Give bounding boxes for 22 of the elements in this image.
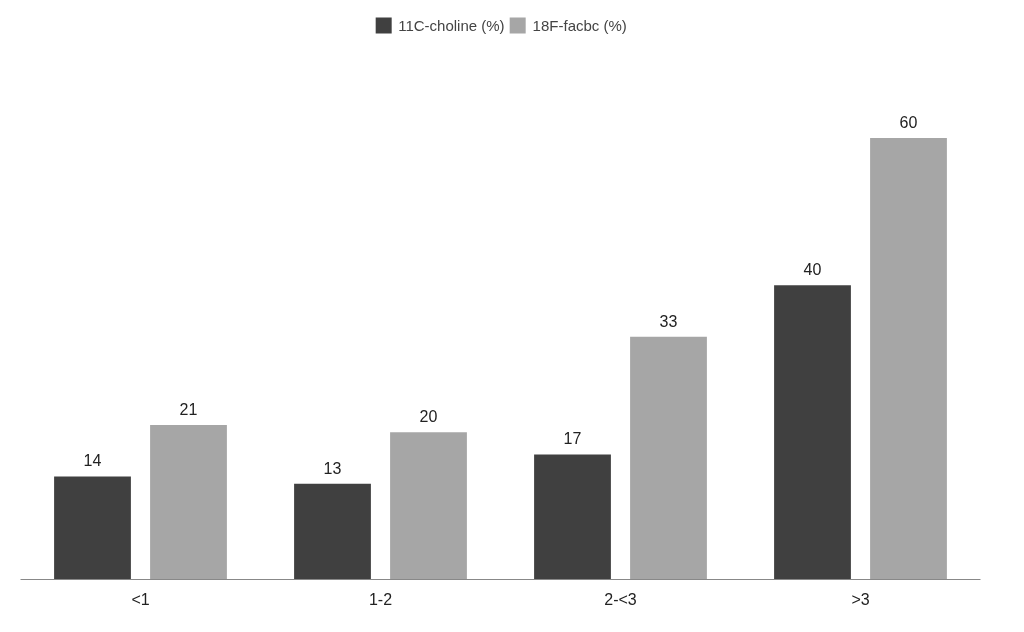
legend-label: 18F-facbc (%) <box>532 16 627 34</box>
x-tick-label: 2-<3 <box>604 590 637 608</box>
x-tick-label: >3 <box>851 590 870 608</box>
x-tick-label: <1 <box>131 590 150 608</box>
bar <box>774 285 851 580</box>
bar <box>630 336 707 580</box>
data-label: 17 <box>563 430 582 448</box>
bar <box>294 483 371 580</box>
bar <box>390 432 467 580</box>
data-label: 21 <box>179 400 198 418</box>
data-label: 14 <box>83 452 102 470</box>
bar <box>150 424 227 580</box>
data-label: 13 <box>323 459 342 477</box>
data-label: 33 <box>659 312 678 330</box>
data-label: 20 <box>419 408 438 426</box>
data-label: 60 <box>899 113 918 131</box>
bar <box>54 476 131 580</box>
bar <box>534 454 611 580</box>
x-tick-label: 1-2 <box>368 590 393 608</box>
bar <box>870 137 947 580</box>
data-label: 40 <box>803 261 822 279</box>
legend-label: 11C-choline (%) <box>398 16 505 34</box>
